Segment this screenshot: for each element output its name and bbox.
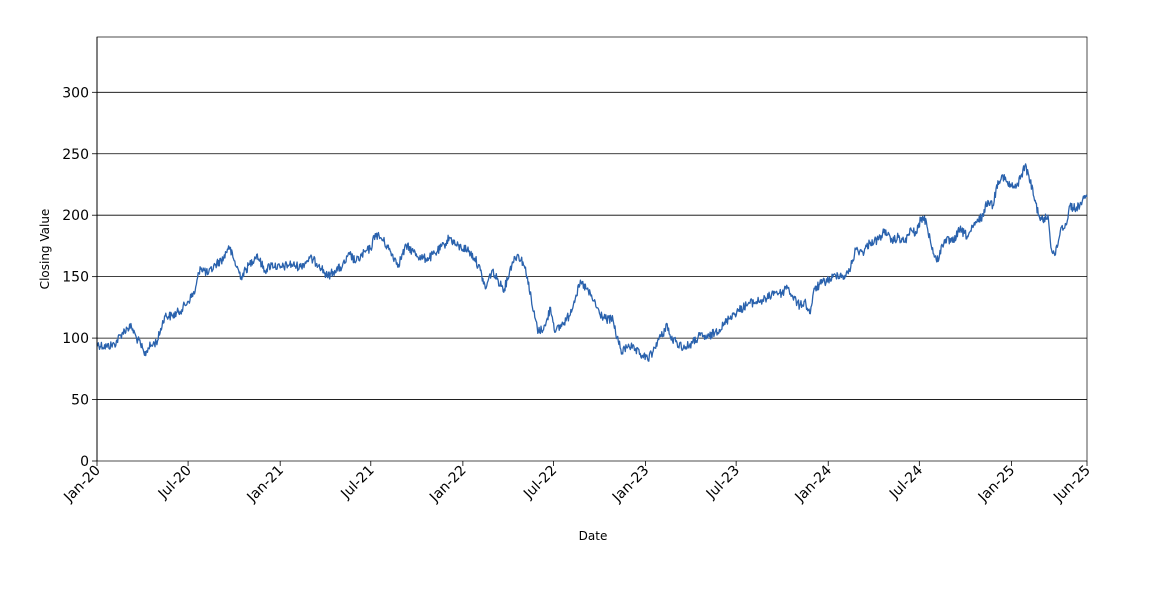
y-tick-label: 0 xyxy=(80,454,89,470)
y-tick-label: 150 xyxy=(62,270,89,286)
gridlines xyxy=(97,91,1087,400)
x-tick-label: Jan-23 xyxy=(609,463,652,506)
y-axis-title: Closing Value xyxy=(38,209,52,290)
y-tick-label: 50 xyxy=(71,393,89,409)
x-tick-label: Jun-25 xyxy=(1050,463,1094,507)
x-tick-label: Jul-24 xyxy=(886,462,926,502)
y-tick-label: 100 xyxy=(62,331,89,347)
series-line xyxy=(96,163,1088,362)
x-tick-label: Jul-23 xyxy=(703,463,743,503)
plot-area xyxy=(96,36,1088,462)
x-tick-label: Jan-24 xyxy=(792,462,836,506)
x-tick-label: Jul-21 xyxy=(337,463,377,503)
series-layer xyxy=(96,163,1088,362)
y-tick-label: 250 xyxy=(62,147,89,163)
y-tick-label: 200 xyxy=(62,208,89,224)
x-axis-title: Date xyxy=(579,529,608,543)
x-tick-label: Jul-22 xyxy=(520,463,560,503)
x-tick-label: Jan-25 xyxy=(975,463,1018,506)
y-tick-label: 300 xyxy=(62,85,89,101)
x-tick-label: Jan-21 xyxy=(244,463,287,506)
x-tick-label: Jul-20 xyxy=(155,463,195,503)
x-tick-label: Jan-22 xyxy=(426,463,469,506)
